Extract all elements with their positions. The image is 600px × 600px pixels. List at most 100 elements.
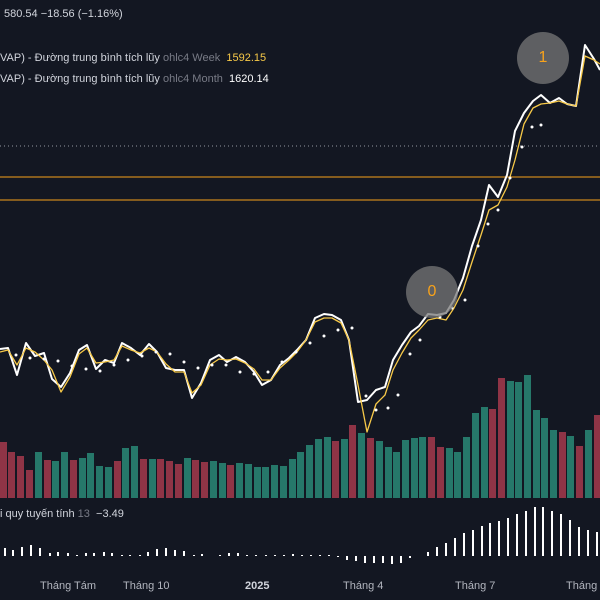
volume-bar [245,464,252,498]
volume-bar [324,437,331,498]
indicator-name: i quy tuyến tính [0,508,75,520]
volume-bar [201,462,208,498]
legend-value-week: 1592.15 [226,52,267,64]
monthly-average-dot [386,406,390,410]
volume-bar [306,445,313,498]
indicator-value: −3.49 [96,508,124,520]
monthly-average-dot [396,393,400,397]
time-axis-label: Tháng 4 [343,580,384,592]
volume-bar [52,461,59,498]
monthly-average-dot [463,298,467,302]
monthly-average-dot [42,357,46,361]
volume-bar [61,452,68,498]
legend-source-month: ohlc4 Month [162,73,223,85]
monthly-average-dot [322,334,326,338]
volume-bar [567,436,574,498]
volume-bar [8,452,15,498]
event-marker-0-label: 0 [427,283,437,300]
volume-bar [140,459,147,498]
indicator-legend: i quy tuyến tính 13 −3.49 [0,508,124,520]
volume-bar [105,467,112,498]
event-marker-0[interactable]: 0 [406,266,458,318]
volume-bar [280,466,287,498]
volume-bar [192,460,199,498]
volume-bar [559,432,566,498]
volume-bar [17,456,24,498]
volume-bar [402,440,409,498]
legend-row-month: VAP) - Đường trung bình tích lũy ohlc4 M… [0,73,269,85]
volume-bar [96,466,103,498]
volume-bar [454,452,461,498]
monthly-average-dot [56,359,60,363]
monthly-average-dot [508,176,512,180]
volume-bar [419,437,426,498]
volume-bar [349,425,356,498]
volume-bar [0,442,7,498]
monthly-average-dot [350,326,354,330]
monthly-average-dot [364,394,368,398]
volume-bar [87,453,94,498]
monthly-average-dot [308,341,312,345]
monthly-average-dot [98,369,102,373]
legend-label-week: VAP) - Đường trung bình tích lũy [0,52,160,64]
legend-value-month: 1620.14 [229,73,269,85]
volume-bar [184,458,191,498]
volume-bar [594,415,600,498]
volume-bar [524,375,531,498]
monthly-average-dot [28,356,32,360]
monthly-average-dot [154,350,158,354]
monthly-average-dot [112,363,116,367]
time-axis-label: Tháng 10 [123,580,170,592]
volume-bar [376,441,383,498]
monthly-average-dot [280,360,284,364]
monthly-average-dot [196,366,200,370]
monthly-average-dot [336,328,340,332]
monthly-average-dot [408,352,412,356]
volume-bar [437,447,444,498]
volume-bar [297,452,304,498]
time-axis-label: Tháng [566,580,598,592]
volume-bar [585,430,592,498]
volume-bar [44,460,51,498]
price-change-readout: 580.54 −18.56 (−1.16%) [4,8,123,20]
weekly-average-line [0,55,600,433]
volume-bar [114,461,121,498]
volume-bar [26,470,33,498]
volume-bar [393,452,400,498]
monthly-average-dot [374,408,378,412]
monthly-average-dot [539,123,543,127]
volume-bar [79,458,86,498]
volume-bar [175,464,182,498]
volume-bar [157,459,164,498]
volume-bar [262,467,269,498]
volume-bar [385,447,392,498]
monthly-average-dot [182,360,186,364]
volume-bar [236,463,243,498]
monthly-average-dot [418,338,422,342]
legend-source-week: ohlc4 Week [162,52,221,64]
time-axis-label: Tháng 7 [455,580,496,592]
volume-bar [122,448,129,498]
volume-bar [341,439,348,498]
volume-bar [541,418,548,498]
event-marker-1[interactable]: 1 [517,32,569,84]
volume-bar [358,433,365,498]
monthly-average-dot [294,350,298,354]
monthly-average-dot [476,244,480,248]
volume-bar [166,461,173,498]
volume-bar [515,382,522,498]
volume-bar [271,465,278,498]
monthly-average-dot [14,353,18,357]
monthly-average-dot [530,125,534,129]
monthly-average-dot [84,367,88,371]
monthly-average-dot [238,370,242,374]
monthly-average-dot [140,354,144,358]
monthly-average-dot [252,372,256,376]
monthly-average-dot [70,364,74,368]
legend-label-month: VAP) - Đường trung bình tích lũy [0,73,160,85]
monthly-average-dot [210,363,214,367]
monthly-average-dot [496,208,500,212]
volume-bar [489,409,496,498]
